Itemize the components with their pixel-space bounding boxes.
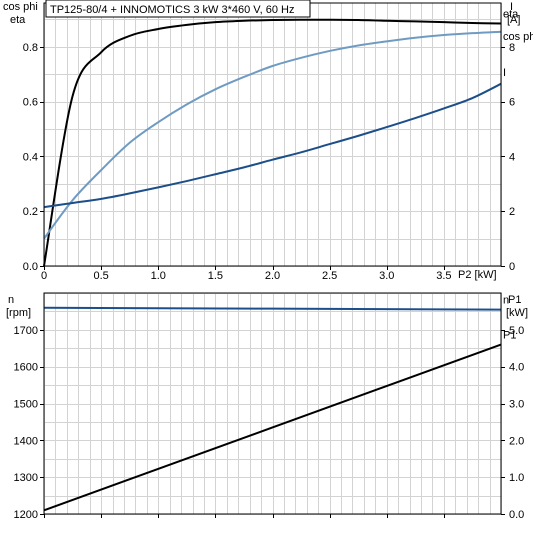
lower-right-tick-label: 1.0 xyxy=(509,472,524,484)
lower-series-p1-label: P1 xyxy=(503,330,516,342)
lower-left-tick-label: 1500 xyxy=(14,399,38,411)
lower-series-n-line xyxy=(43,306,502,311)
lower-left-tick-label: 1400 xyxy=(14,435,38,447)
upper-series-eta-line xyxy=(43,18,502,267)
upper-left-axis-title-1: cos phi xyxy=(3,1,38,13)
lower-chart-frame xyxy=(43,292,502,515)
lower-right-axis-title-1: P1 xyxy=(508,294,521,306)
upper-x-tick-label: 3.0 xyxy=(379,270,394,282)
upper-x-axis-title: P2 [kW] xyxy=(458,269,497,281)
lower-right-axis-title-2: [kW] xyxy=(506,307,528,319)
upper-right-axis-title-1: I xyxy=(510,1,513,13)
upper-x-tick-label: 3.5 xyxy=(436,270,451,282)
curves xyxy=(43,18,502,512)
upper-x-tick-label: 1.0 xyxy=(151,270,166,282)
upper-right-tick-label: 8 xyxy=(509,42,515,54)
lower-left-tick-label: 1300 xyxy=(14,472,38,484)
upper-series-cos-phi-label: cos phi xyxy=(503,31,533,43)
upper-x-tick-label: 2.0 xyxy=(265,270,280,282)
lower-series-p1-line xyxy=(43,343,502,512)
upper-series-eta-label: eta xyxy=(503,9,519,21)
upper-series-i-label: I xyxy=(503,67,506,79)
tick-marks xyxy=(40,47,505,518)
lower-chart-grid xyxy=(44,293,502,515)
lower-left-axis-title-1: n xyxy=(8,294,14,306)
lower-right-tick-label: 0.0 xyxy=(509,509,524,521)
chart-title: TP125-80/4 + INNOMOTICS 3 kW 3*460 V, 60… xyxy=(50,4,294,16)
upper-right-axis-title-2: [A] xyxy=(507,14,520,26)
lower-left-tick-label: 1200 xyxy=(14,509,38,521)
upper-series-i-line xyxy=(43,82,502,209)
lower-right-tick-label: 4.0 xyxy=(509,362,524,374)
upper-left-tick-label: 0.0 xyxy=(23,261,38,273)
upper-right-tick-label: 2 xyxy=(509,206,515,218)
upper-left-tick-label: 0.6 xyxy=(23,97,38,109)
title-box xyxy=(45,0,311,18)
upper-left-axis-title-2: eta xyxy=(10,14,26,26)
upper-x-tick-label: 0.5 xyxy=(93,270,108,282)
lower-left-axis-title-2: [rpm] xyxy=(6,307,31,319)
lower-left-tick-label: 1700 xyxy=(14,325,38,337)
upper-series-cos-phi-line xyxy=(43,30,502,240)
upper-left-tick-label: 0.2 xyxy=(23,206,38,218)
upper-x-tick-label: 1.5 xyxy=(208,270,223,282)
lower-right-tick-label: 2.0 xyxy=(509,435,524,447)
lower-series-n-label: n xyxy=(503,295,509,307)
upper-right-tick-label: 0 xyxy=(509,261,515,273)
chart-labels: 0.0 0.2 0.4 0.6 0.8 0 2 4 6 8 0 0.5 1.0 1.5 2.0 2.5 3.0 3… xyxy=(14,9,533,521)
upper-x-tick-label: 2.5 xyxy=(322,270,337,282)
upper-left-tick-label: 0.4 xyxy=(23,151,38,163)
upper-x-tick-label: 0 xyxy=(41,270,47,282)
lower-right-tick-label: 3.0 xyxy=(509,399,524,411)
upper-right-tick-label: 4 xyxy=(509,151,515,163)
lower-left-tick-label: 1600 xyxy=(14,362,38,374)
upper-left-tick-label: 0.8 xyxy=(23,42,38,54)
upper-right-tick-label: 6 xyxy=(509,97,515,109)
lower-right-tick-label: 5.0 xyxy=(509,325,524,337)
